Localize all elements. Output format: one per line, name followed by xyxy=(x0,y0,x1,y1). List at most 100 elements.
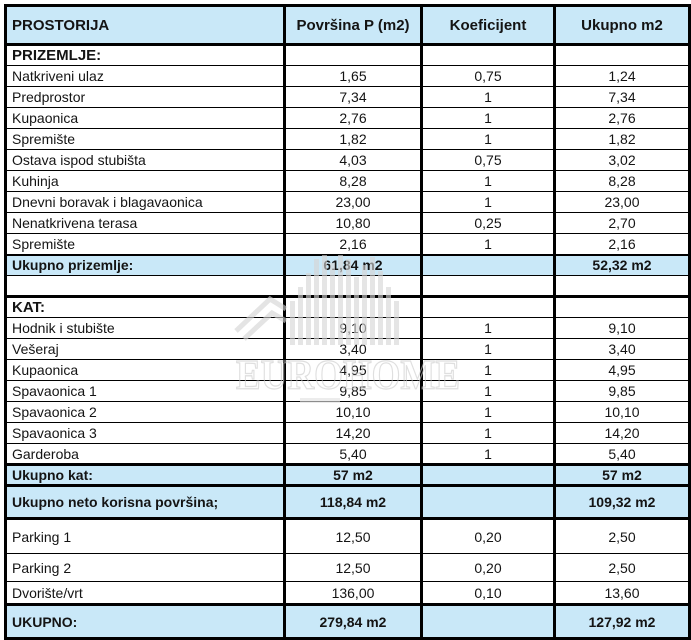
table-row-data: Vešeraj 3,40 1 3,40 xyxy=(4,338,691,360)
table-row-data: Ostava ispod stubišta 4,03 0,75 3,02 xyxy=(4,149,691,171)
row-label-cell: Nenatkrivena terasa xyxy=(4,212,286,234)
value-cell: 23,00 xyxy=(553,191,691,213)
value-cell: 2,16 xyxy=(283,233,423,255)
table-row-section: KAT: xyxy=(4,296,691,318)
value-cell: 7,34 xyxy=(553,86,691,108)
row-label-cell: Spavaonica 3 xyxy=(4,422,286,444)
table-row-total: Ukupno neto korisna površina; 118,84 m2 10… xyxy=(4,484,691,520)
table-row-empty xyxy=(4,275,691,298)
value-cell xyxy=(283,296,423,318)
row-label-cell: Hodnik i stubište xyxy=(4,317,286,339)
value-cell: 1 xyxy=(420,128,556,150)
value-cell: 2,50 xyxy=(553,518,691,554)
table-row-data: Predprostor 7,34 1 7,34 xyxy=(4,86,691,108)
table-body: PRIZEMLJE: Natkriveni ulaz 1,65 0,75 1,24 Pre… xyxy=(4,44,691,640)
column-header-ukupno: Ukupno m2 xyxy=(553,4,691,46)
row-label-cell: Ukupno kat: xyxy=(4,463,286,486)
row-label-cell: Dvorište/vrt xyxy=(4,581,286,606)
table-row-total: Ukupno kat: 57 m2 57 m2 xyxy=(4,463,691,486)
value-cell: 0,20 xyxy=(420,518,556,554)
column-header-povrsina: Površina P (m2) xyxy=(283,4,423,46)
value-cell: 13,60 xyxy=(553,581,691,606)
value-cell: 4,95 xyxy=(553,359,691,381)
value-cell: 10,80 xyxy=(283,212,423,234)
value-cell: 57 m2 xyxy=(553,463,691,486)
table-row-data: Hodnik i stubište 9,10 1 9,10 xyxy=(4,317,691,339)
table-row-data: Dnevni boravak i blagavaonica 23,00 1 23,00 xyxy=(4,191,691,213)
row-label-cell xyxy=(4,275,286,298)
value-cell: 8,28 xyxy=(283,170,423,192)
table-row-data: Natkriveni ulaz 1,65 0,75 1,24 xyxy=(4,65,691,87)
value-cell: 1,82 xyxy=(553,128,691,150)
value-cell: 109,32 m2 xyxy=(553,484,691,520)
row-label-cell: Vešeraj xyxy=(4,338,286,360)
value-cell: 10,10 xyxy=(553,401,691,423)
value-cell xyxy=(283,44,423,66)
row-label-cell: Spremište xyxy=(4,233,286,255)
value-cell: 14,20 xyxy=(283,422,423,444)
row-label-cell: Spavaonica 2 xyxy=(4,401,286,423)
value-cell: 1,82 xyxy=(283,128,423,150)
value-cell: 136,00 xyxy=(283,581,423,606)
row-label-cell: Kupaonica xyxy=(4,359,286,381)
value-cell: 2,70 xyxy=(553,212,691,234)
value-cell: 52,32 m2 xyxy=(553,253,691,276)
value-cell: 8,28 xyxy=(553,170,691,192)
value-cell xyxy=(283,275,423,298)
value-cell: 0,20 xyxy=(420,553,556,582)
value-cell: 5,40 xyxy=(553,443,691,465)
row-label-cell: Ostava ispod stubišta xyxy=(4,149,286,171)
value-cell: 118,84 m2 xyxy=(283,484,423,520)
row-label-cell: KAT: xyxy=(4,296,286,318)
value-cell: 1,65 xyxy=(283,65,423,87)
value-cell: 1 xyxy=(420,401,556,423)
table-row-total: UKUPNO: 279,84 m2 127,92 m2 xyxy=(4,603,691,640)
value-cell: 1 xyxy=(420,170,556,192)
table-row-total: Ukupno prizemlje: 61,84 m2 52,32 m2 xyxy=(4,253,691,276)
value-cell: 7,34 xyxy=(283,86,423,108)
value-cell: 1 xyxy=(420,191,556,213)
table-row-data: Kupaonica 4,95 1 4,95 xyxy=(4,359,691,381)
value-cell xyxy=(420,463,556,486)
value-cell: 3,02 xyxy=(553,149,691,171)
value-cell: 1 xyxy=(420,443,556,465)
value-cell: 0,75 xyxy=(420,65,556,87)
row-label-cell: Dnevni boravak i blagavaonica xyxy=(4,191,286,213)
value-cell: 57 m2 xyxy=(283,463,423,486)
row-label-cell: PRIZEMLJE: xyxy=(4,44,286,66)
value-cell: 1 xyxy=(420,317,556,339)
column-header-koeficijent: Koeficijent xyxy=(420,4,556,46)
value-cell xyxy=(420,44,556,66)
value-cell: 1,24 xyxy=(553,65,691,87)
table-row-data: Spavaonica 2 10,10 1 10,10 xyxy=(4,401,691,423)
row-label-cell: Kupaonica xyxy=(4,107,286,129)
row-label-cell: Spremište xyxy=(4,128,286,150)
value-cell: 2,76 xyxy=(553,107,691,129)
table-row-data: Spremište 2,16 1 2,16 xyxy=(4,233,691,255)
value-cell xyxy=(553,275,691,298)
row-label-cell: Parking 1 xyxy=(4,518,286,554)
value-cell: 9,85 xyxy=(283,380,423,402)
row-label-cell: UKUPNO: xyxy=(4,603,286,640)
value-cell: 3,40 xyxy=(553,338,691,360)
row-label-cell: Ukupno neto korisna površina; xyxy=(4,484,286,520)
value-cell: 2,76 xyxy=(283,107,423,129)
row-label-cell: Predprostor xyxy=(4,86,286,108)
table-row-data: Spremište 1,82 1 1,82 xyxy=(4,128,691,150)
value-cell xyxy=(420,484,556,520)
table-row-data: Spavaonica 1 9,85 1 9,85 xyxy=(4,380,691,402)
value-cell: 3,40 xyxy=(283,338,423,360)
value-cell: 12,50 xyxy=(283,518,423,554)
value-cell: 61,84 m2 xyxy=(283,253,423,276)
row-label-cell: Natkriveni ulaz xyxy=(4,65,286,87)
table-row-data: Nenatkrivena terasa 10,80 0,25 2,70 xyxy=(4,212,691,234)
value-cell xyxy=(553,44,691,66)
column-header-prostorija: PROSTORIJA xyxy=(4,4,286,46)
value-cell: 1 xyxy=(420,86,556,108)
row-label-cell: Spavaonica 1 xyxy=(4,380,286,402)
table-row-data: Garderoba 5,40 1 5,40 xyxy=(4,443,691,465)
table-header-row: PROSTORIJA Površina P (m2) Koeficijent U… xyxy=(4,4,691,46)
table-row-data: Parking 2 12,50 0,20 2,50 xyxy=(4,553,691,582)
value-cell: 12,50 xyxy=(283,553,423,582)
